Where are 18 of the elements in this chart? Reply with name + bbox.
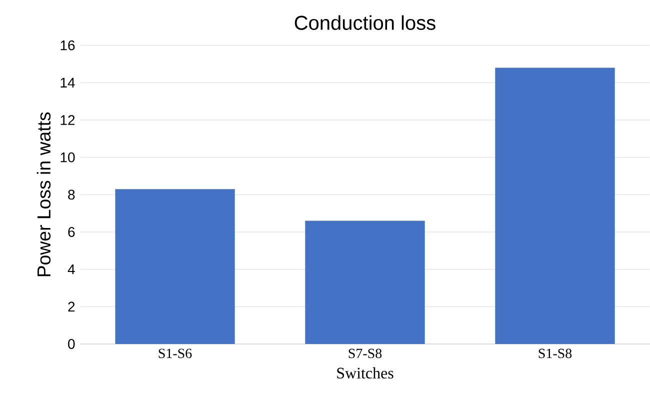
- y-tick-label: 6: [68, 227, 75, 237]
- x-tick-label: S1-S8: [538, 348, 572, 358]
- y-axis-title: Power Loss in watts: [36, 112, 51, 276]
- bar: [115, 189, 235, 344]
- y-tick-label: 4: [68, 264, 75, 274]
- y-tick-label: 10: [60, 152, 75, 162]
- x-tick-label: S7-S8: [348, 348, 382, 358]
- chart-title: Conduction loss: [294, 15, 436, 30]
- x-axis-title: Switches: [337, 367, 394, 379]
- y-tick-label: 8: [68, 190, 75, 200]
- bar: [495, 68, 615, 344]
- y-tick-label: 0: [68, 339, 75, 349]
- x-tick-label: S1-S6: [158, 348, 192, 358]
- y-tick-label: 12: [60, 115, 75, 125]
- y-tick-label: 2: [68, 302, 75, 312]
- bar: [305, 220, 425, 344]
- y-tick-label: 14: [60, 78, 75, 88]
- y-tick-label: 16: [60, 40, 75, 50]
